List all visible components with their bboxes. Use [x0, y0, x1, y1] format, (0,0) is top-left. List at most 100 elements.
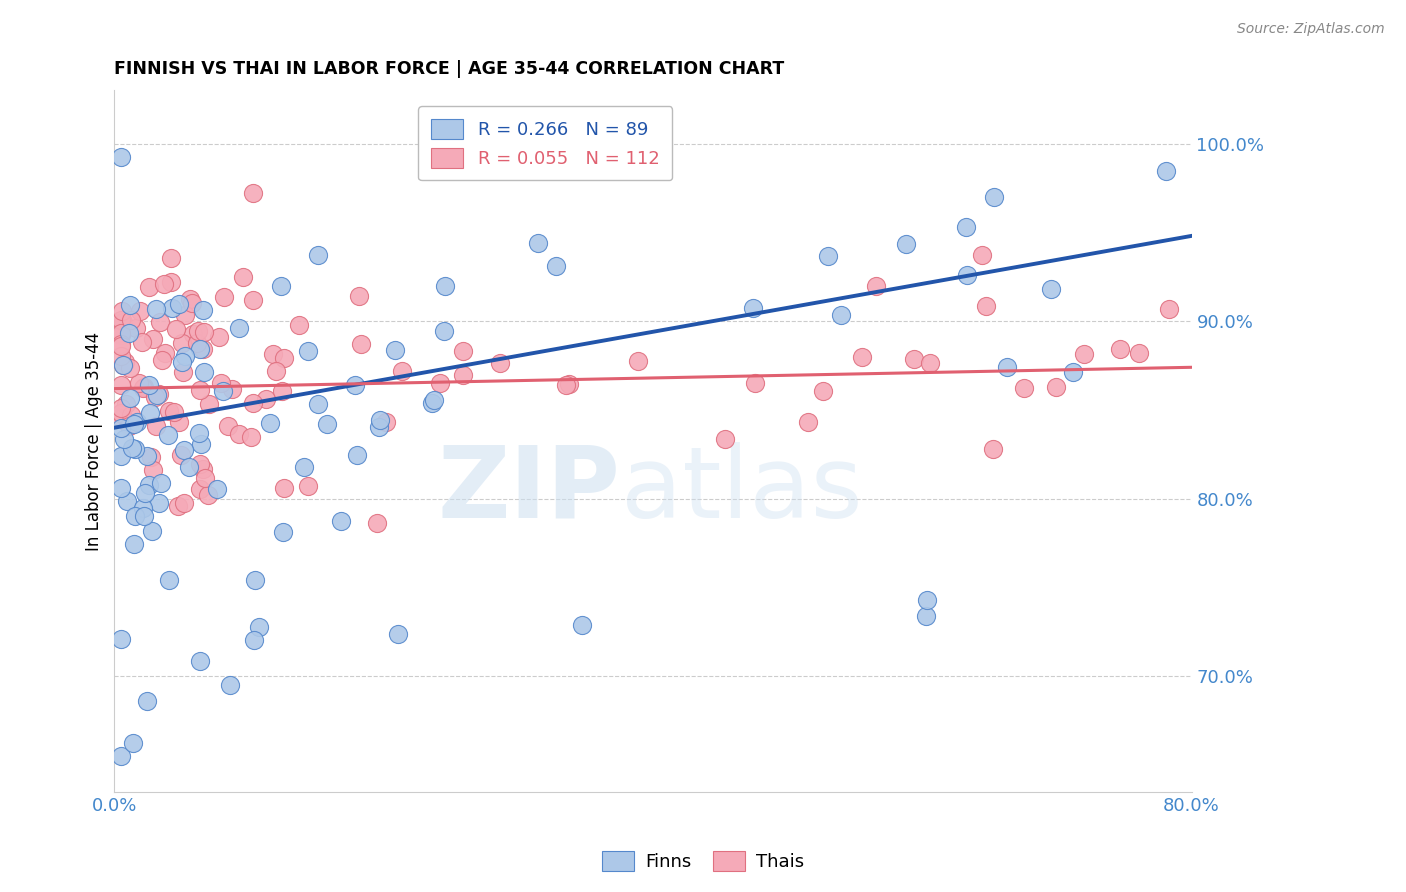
Point [138, 378, 160, 392]
Point [1039, 282, 1062, 296]
Point [205, 482, 228, 496]
Point [391, 364, 413, 378]
Point [149, 476, 172, 491]
Point [110, 482, 132, 496]
Point [420, 395, 443, 409]
Point [817, 249, 839, 263]
Point [136, 694, 159, 708]
Point [145, 418, 167, 433]
Point [271, 384, 294, 399]
Point [714, 432, 737, 446]
Point [128, 376, 150, 390]
Point [264, 364, 287, 378]
Point [209, 376, 232, 391]
Point [488, 356, 510, 370]
Point [110, 411, 132, 425]
Point [110, 632, 132, 646]
Point [125, 320, 148, 334]
Point [157, 573, 180, 587]
Point [110, 377, 132, 392]
Point [273, 351, 295, 366]
Point [167, 499, 190, 513]
Point [128, 303, 150, 318]
Point [111, 407, 134, 421]
Point [114, 355, 136, 369]
Point [112, 315, 135, 329]
Point [135, 449, 157, 463]
Point [118, 360, 141, 375]
Point [174, 308, 197, 322]
Point [110, 406, 132, 420]
Point [1073, 346, 1095, 360]
Point [160, 301, 183, 315]
Point [190, 437, 212, 451]
Point [187, 325, 209, 339]
Point [1154, 163, 1177, 178]
Point [262, 347, 284, 361]
Point [307, 248, 329, 262]
Point [270, 278, 292, 293]
Point [122, 537, 145, 551]
Point [146, 388, 169, 402]
Point [983, 190, 1005, 204]
Point [150, 352, 173, 367]
Point [148, 387, 170, 401]
Point [165, 322, 187, 336]
Point [145, 301, 167, 316]
Point [366, 516, 388, 530]
Point [557, 376, 579, 391]
Point [173, 496, 195, 510]
Point [134, 485, 156, 500]
Point [193, 365, 215, 379]
Point [627, 354, 650, 368]
Point [451, 368, 474, 383]
Point [188, 426, 211, 441]
Point [259, 416, 281, 430]
Point [350, 337, 373, 351]
Point [433, 324, 456, 338]
Point [173, 349, 195, 363]
Point [110, 339, 132, 353]
Point [159, 251, 181, 265]
Point [555, 377, 578, 392]
Point [271, 525, 294, 540]
Point [124, 442, 146, 456]
Point [974, 299, 997, 313]
Point [915, 593, 938, 607]
Point [193, 325, 215, 339]
Point [374, 415, 396, 429]
Point [243, 573, 266, 587]
Point [131, 501, 153, 516]
Point [292, 460, 315, 475]
Point [117, 326, 139, 340]
Point [347, 288, 370, 302]
Point [851, 350, 873, 364]
Point [1062, 365, 1084, 379]
Point [122, 417, 145, 431]
Point [368, 413, 391, 427]
Point [197, 488, 219, 502]
Point [153, 345, 176, 359]
Point [110, 401, 132, 415]
Point [110, 749, 132, 764]
Point [172, 365, 194, 379]
Point [451, 344, 474, 359]
Point [149, 315, 172, 329]
Point [315, 417, 337, 431]
Point [148, 496, 170, 510]
Point [191, 303, 214, 318]
Point [429, 376, 451, 390]
Point [1045, 380, 1067, 394]
Point [190, 457, 212, 471]
Point [894, 236, 917, 251]
Point [219, 678, 242, 692]
Point [865, 279, 887, 293]
Point [242, 396, 264, 410]
Point [180, 296, 202, 310]
Point [112, 359, 135, 373]
Point [167, 297, 190, 311]
Point [212, 384, 235, 399]
Point [830, 308, 852, 322]
Point [207, 330, 229, 344]
Point [138, 280, 160, 294]
